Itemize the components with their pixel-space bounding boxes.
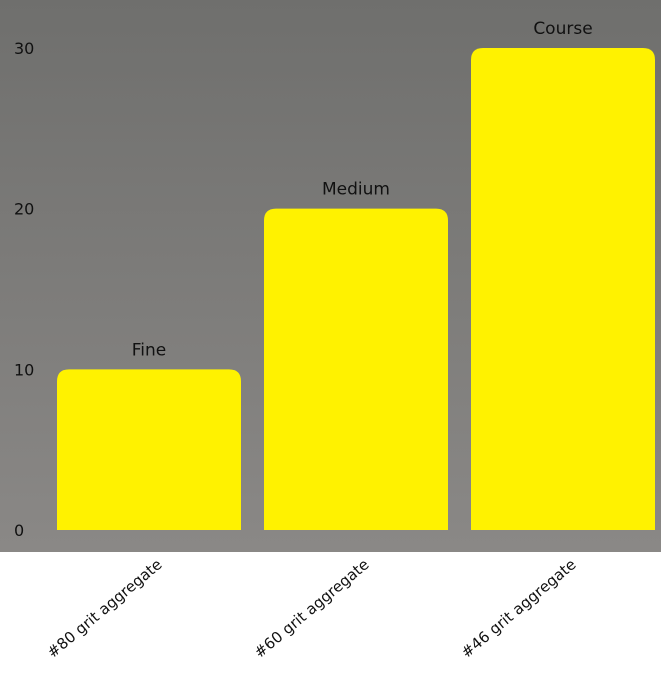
x-tick-label: #80 grit aggregate	[44, 555, 166, 661]
x-axis: #80 grit aggregate #60 grit aggregate #46 …	[44, 555, 580, 661]
y-tick-label: 10	[14, 360, 34, 379]
bar	[264, 208, 448, 530]
bar-data-label: Course	[533, 19, 592, 39]
y-axis: 0 10 20 30	[14, 39, 34, 540]
y-tick-label: 30	[14, 39, 34, 58]
x-tick-label: #46 grit aggregate	[458, 555, 580, 661]
x-tick-label: #60 grit aggregate	[251, 555, 373, 661]
y-tick-label: 20	[14, 200, 34, 219]
bars-group	[57, 48, 655, 530]
bar-data-label: Fine	[132, 340, 167, 360]
data-labels-group: Fine Medium Course	[132, 19, 593, 360]
y-tick-label: 0	[14, 521, 24, 540]
bar	[471, 48, 655, 530]
bar-data-label: Medium	[322, 180, 390, 200]
bar	[57, 369, 241, 530]
